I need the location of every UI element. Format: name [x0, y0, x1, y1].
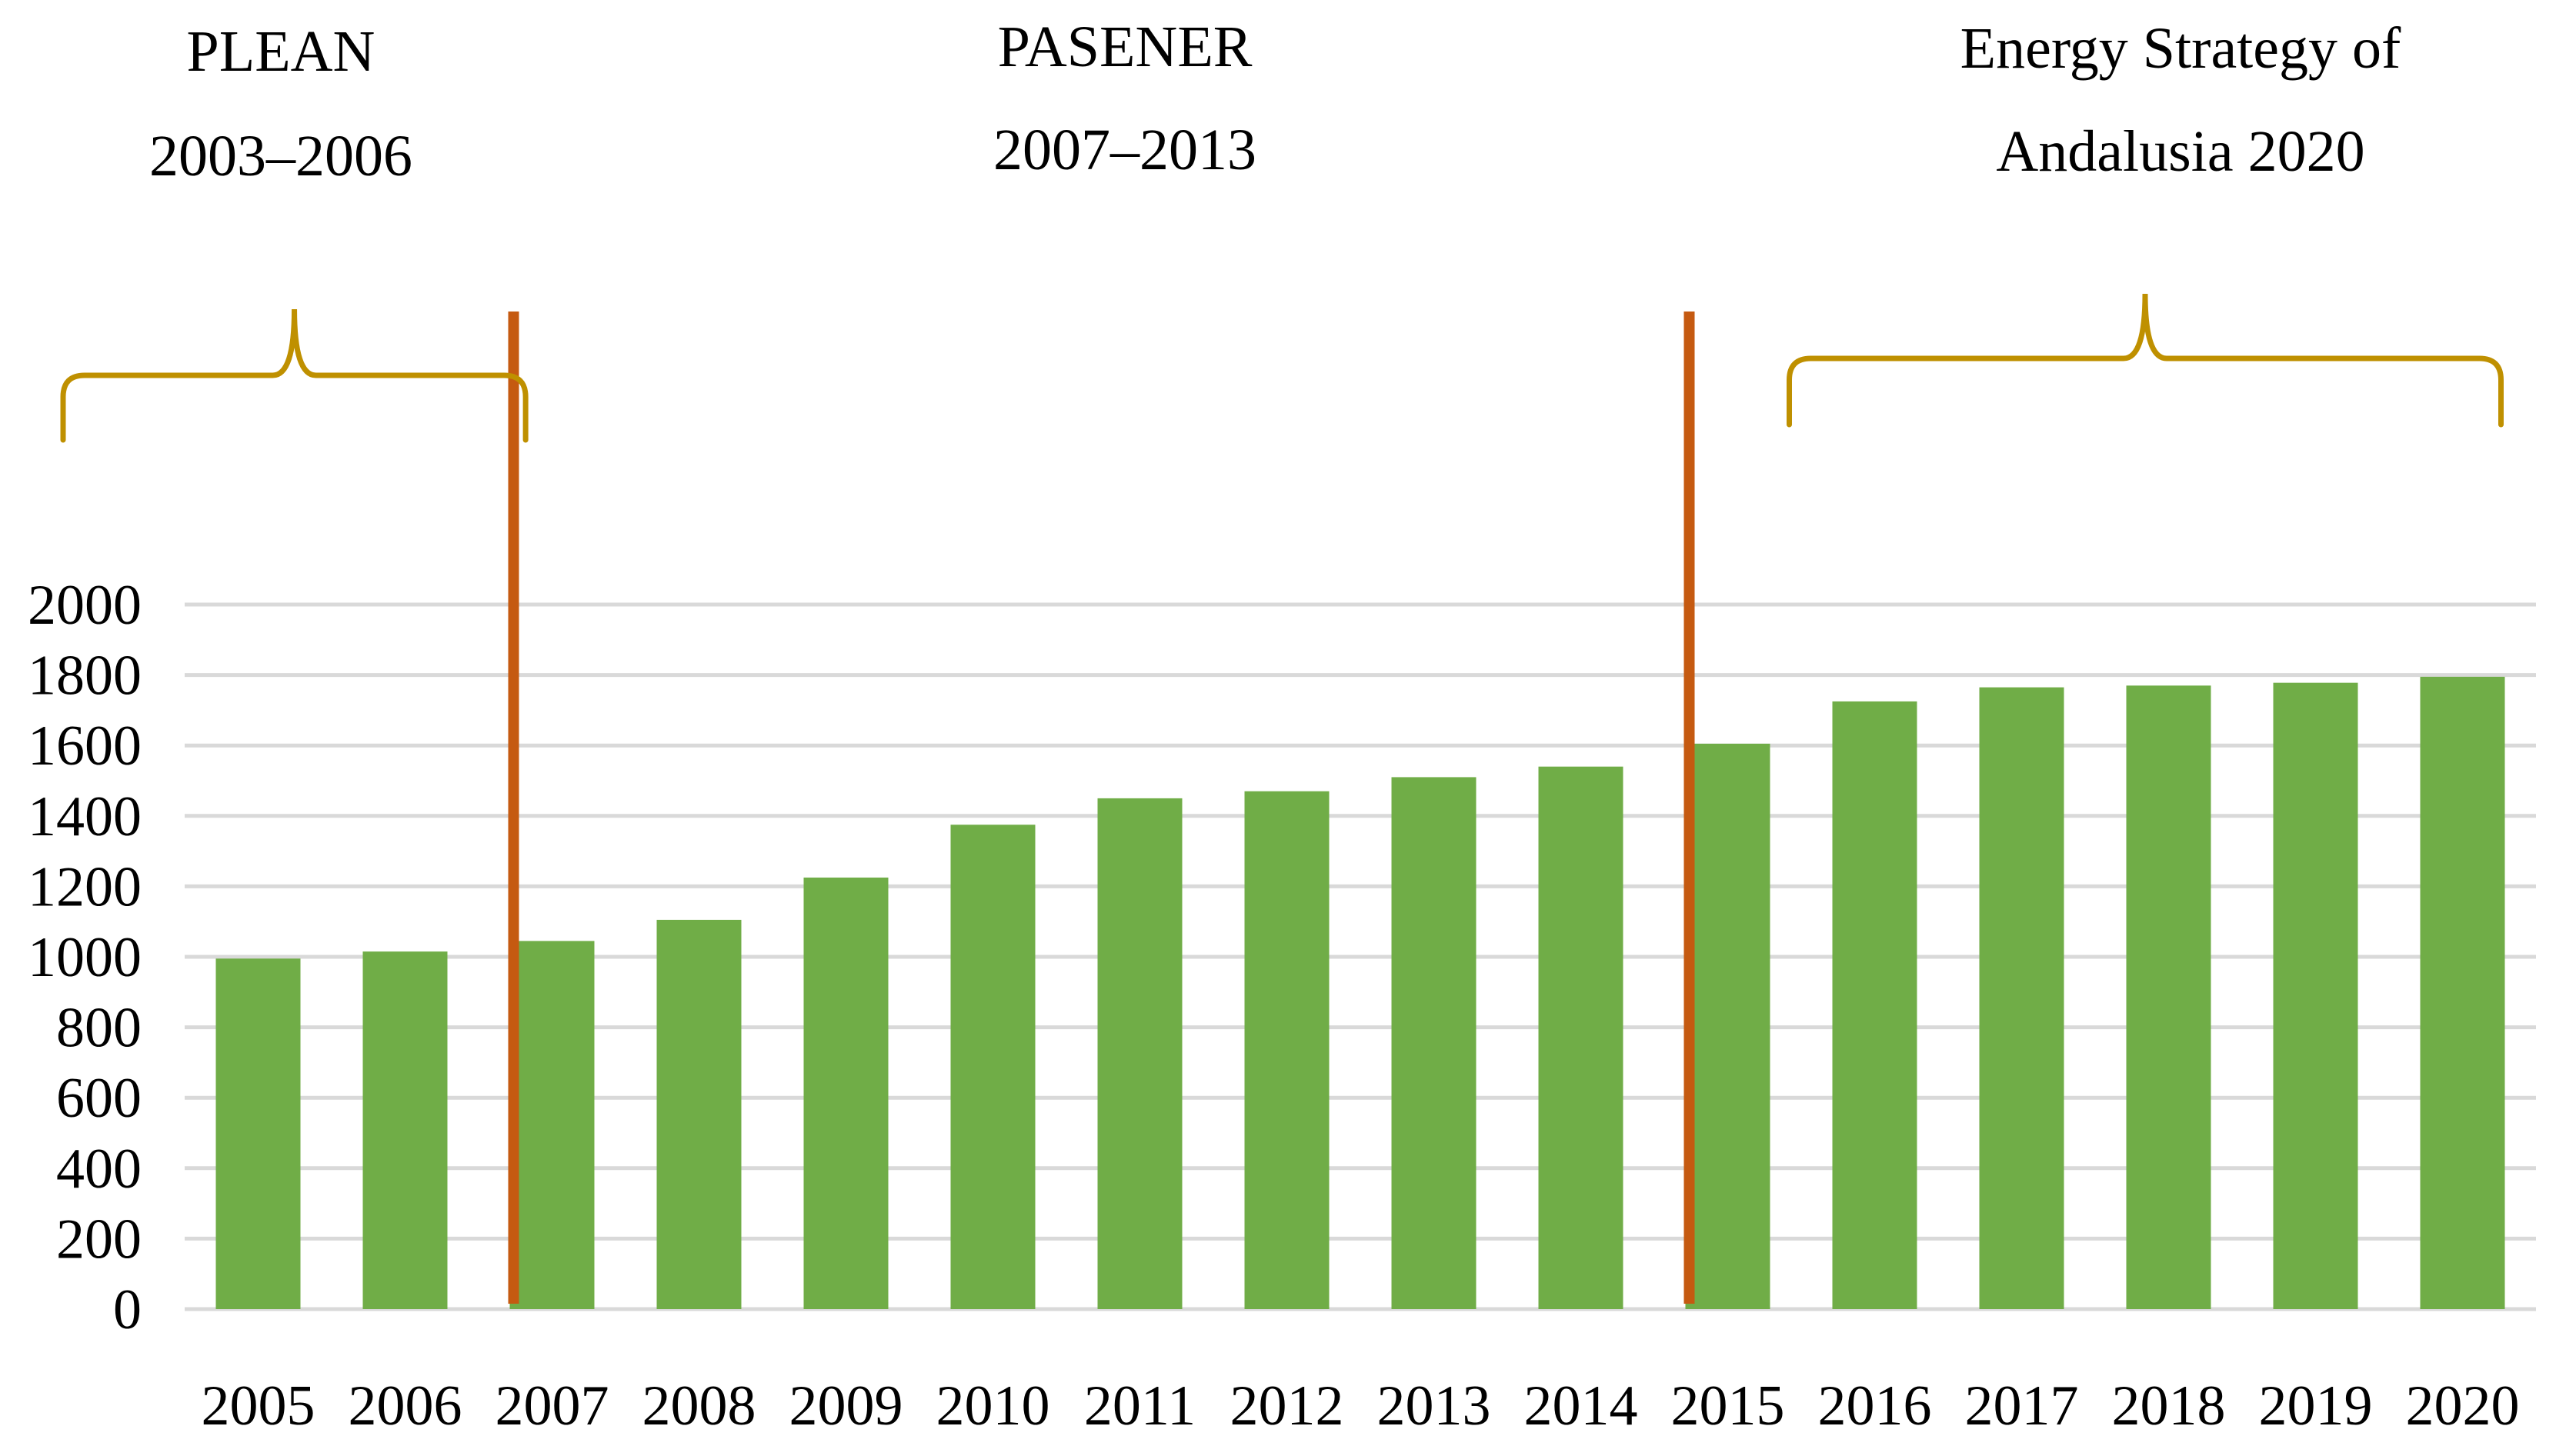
x-tick-label: 2017 — [1965, 1374, 2079, 1438]
period-brackets — [60, 293, 2504, 443]
y-tick-label: 800 — [56, 997, 142, 1060]
y-tick-label: 600 — [56, 1067, 142, 1130]
period-years-plean: 2003–2006 — [149, 124, 412, 188]
bar-2012 — [1244, 791, 1330, 1309]
bar-2005 — [215, 958, 301, 1309]
x-tick-label: 2008 — [642, 1374, 756, 1438]
x-tick-label: 2018 — [2112, 1374, 2226, 1438]
bar-2017 — [1979, 687, 2064, 1309]
y-tick-label: 200 — [56, 1208, 142, 1271]
y-tick-label: 1600 — [28, 715, 142, 778]
y-tick-label: 1000 — [28, 926, 142, 989]
x-tick-label: 2007 — [496, 1374, 609, 1438]
x-tick-label: 2005 — [202, 1374, 315, 1438]
bar-2007 — [509, 941, 595, 1309]
period-dividers — [508, 312, 1695, 1304]
bar-2015 — [1685, 743, 1770, 1309]
x-tick-label: 2013 — [1377, 1374, 1491, 1438]
x-tick-label: 2019 — [2259, 1374, 2373, 1438]
x-tick-label: 2011 — [1084, 1374, 1196, 1438]
bar-2010 — [950, 825, 1036, 1309]
x-tick-label: 2006 — [349, 1374, 462, 1438]
period-label-energy-strategy: Energy Strategy of — [1960, 16, 2401, 81]
x-tick-label: 2012 — [1230, 1374, 1344, 1438]
period-years-pasener: 2007–2013 — [993, 118, 1256, 182]
y-tick-label: 1200 — [28, 855, 142, 918]
x-axis-ticks: 2005 2006 2007 2008 2009 2010 2011 2012 2013 2014… — [202, 1374, 2520, 1438]
x-tick-label: 2015 — [1671, 1374, 1785, 1438]
y-tick-label: 0 — [113, 1278, 142, 1341]
y-axis-ticks: 0 200 400 600 800 1000 1200 1400 1600 1800 2000 — [28, 574, 142, 1341]
x-tick-label: 2014 — [1524, 1374, 1638, 1438]
bar-2013 — [1391, 777, 1477, 1309]
period-years-energy-strategy: Andalusia 2020 — [1996, 119, 2364, 184]
bar-2006 — [362, 951, 448, 1309]
y-tick-label: 1400 — [28, 785, 142, 848]
x-tick-label: 2010 — [936, 1374, 1050, 1438]
x-tick-label: 2020 — [2406, 1374, 2520, 1438]
bar-2018 — [2126, 685, 2211, 1309]
y-tick-label: 400 — [56, 1138, 142, 1201]
x-tick-label: 2016 — [1818, 1374, 1932, 1438]
period-label-plean: PLEAN — [187, 19, 375, 84]
bars — [215, 676, 2505, 1309]
bar-2014 — [1538, 766, 1623, 1309]
bar-2011 — [1097, 798, 1183, 1309]
bar-2009 — [803, 877, 889, 1309]
x-tick-label: 2009 — [789, 1374, 903, 1438]
period-label-pasener: PASENER — [998, 15, 1253, 79]
bracket-period-1 — [60, 308, 529, 443]
bar-2008 — [656, 919, 742, 1309]
y-tick-label: 1800 — [28, 645, 142, 708]
bar-2019 — [2273, 682, 2358, 1309]
y-tick-label: 2000 — [28, 574, 142, 637]
bar-2016 — [1832, 701, 1917, 1309]
bracket-period-3 — [1787, 293, 2504, 428]
bar-2020 — [2420, 676, 2505, 1309]
